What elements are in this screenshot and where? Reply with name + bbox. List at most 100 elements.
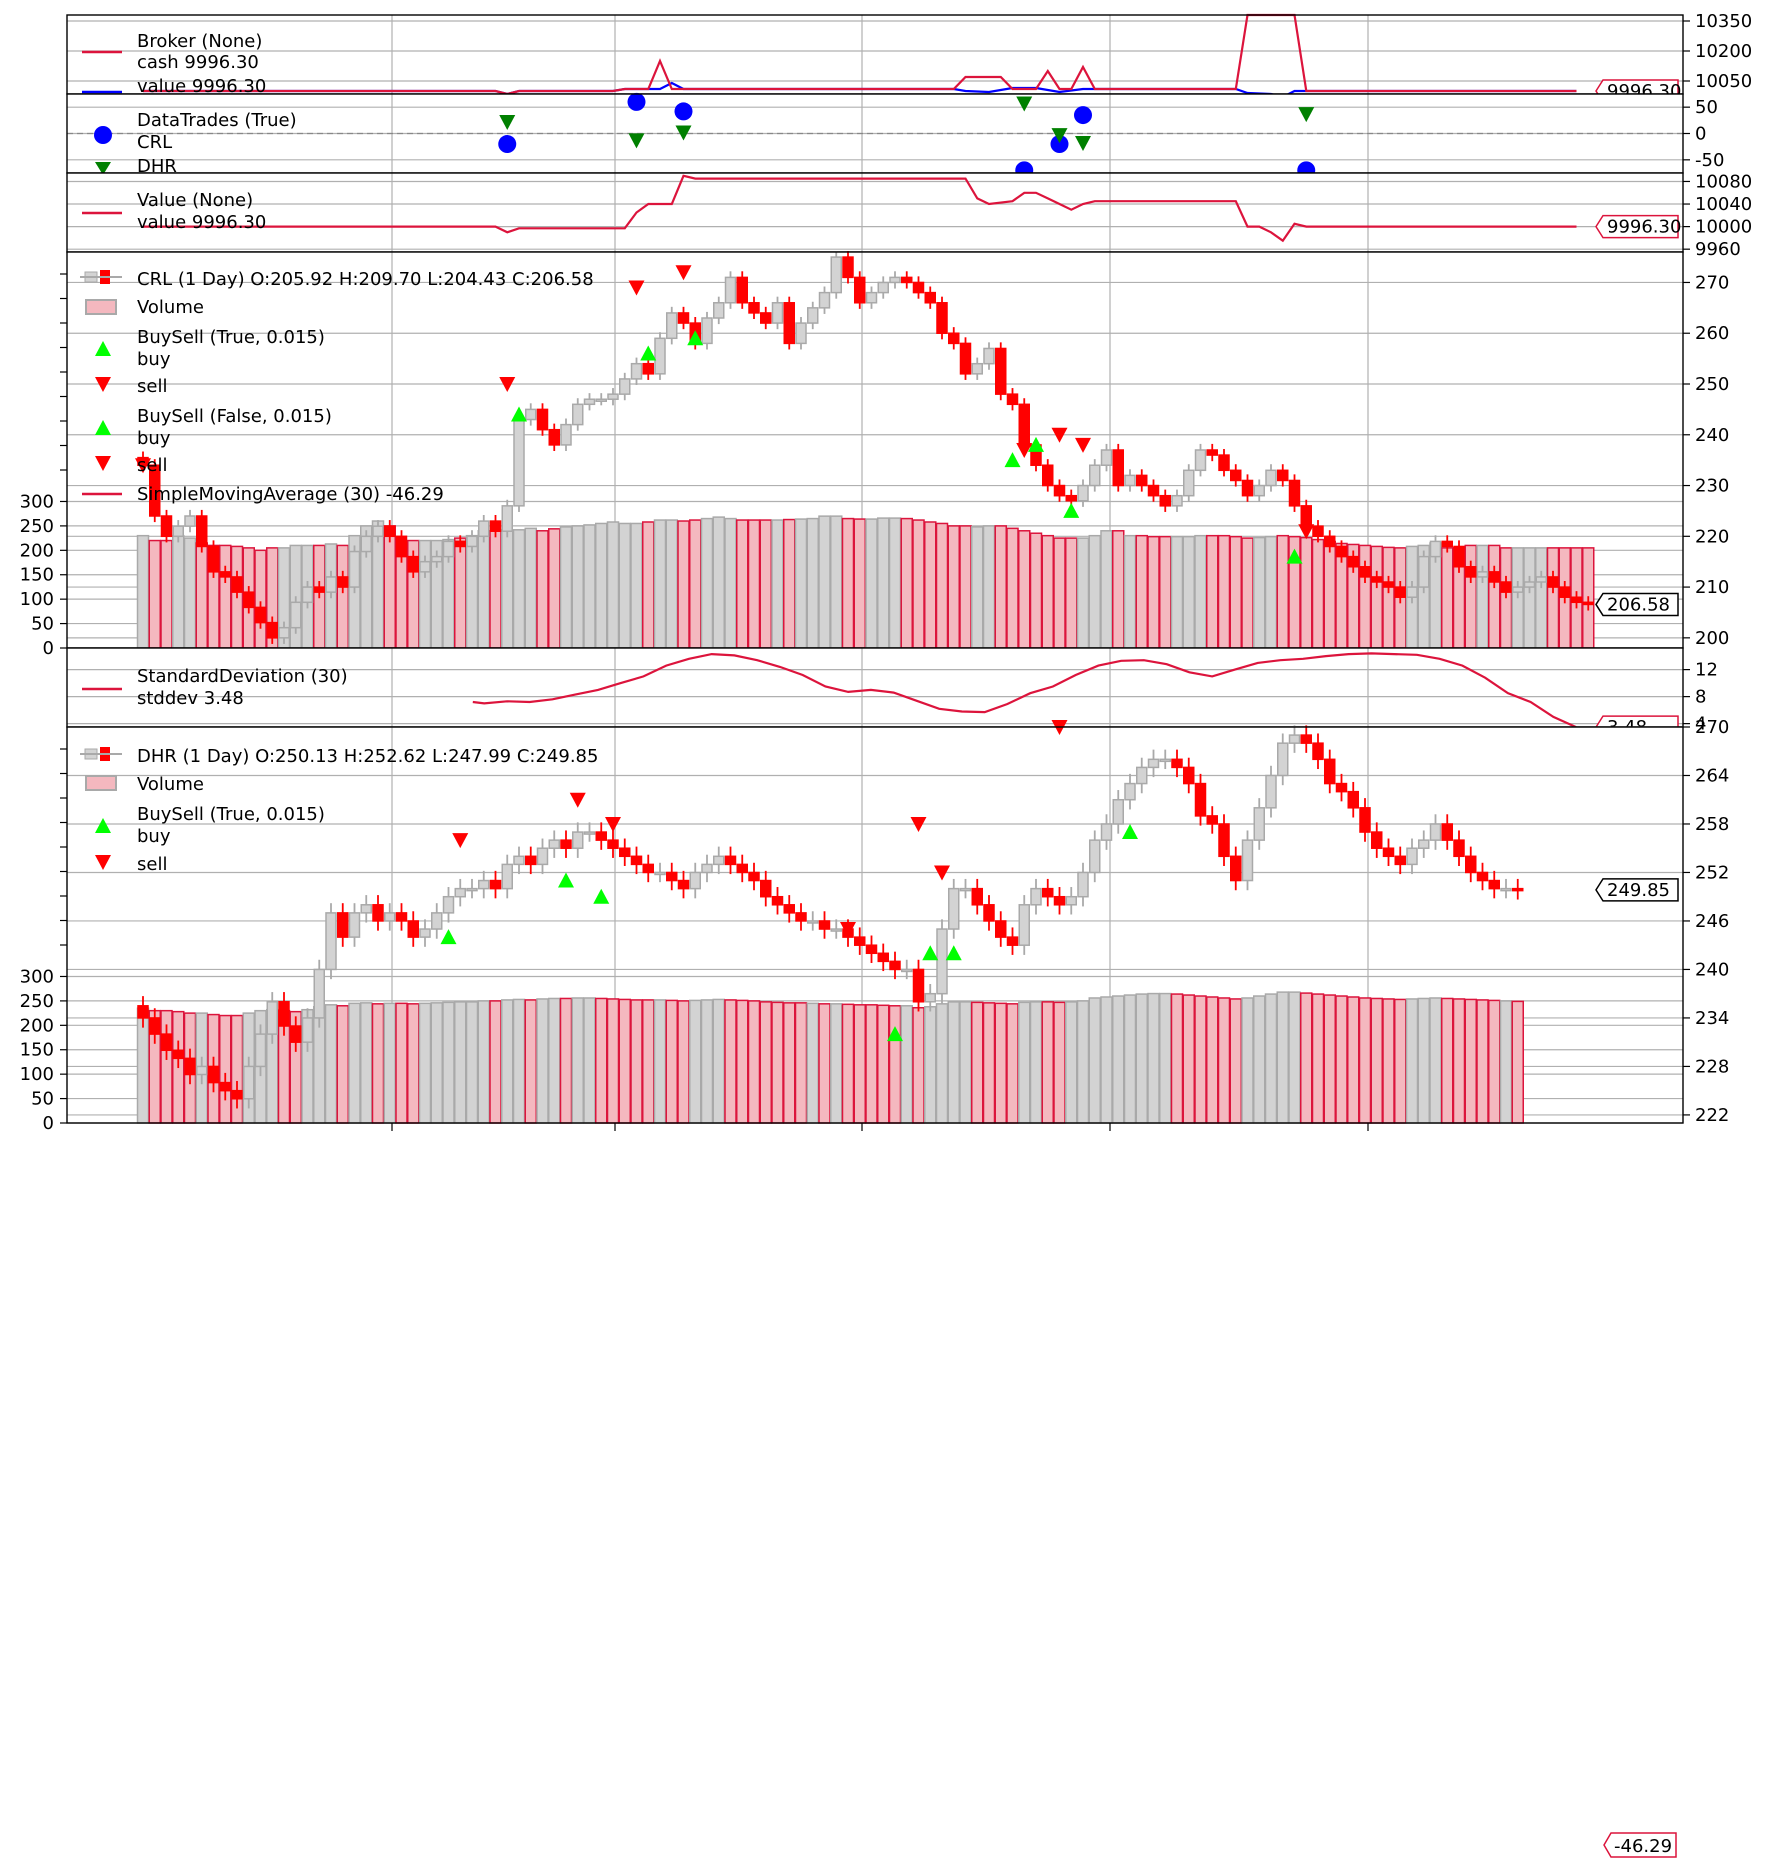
candle-body: [301, 1017, 314, 1043]
candle-body: [1006, 393, 1019, 406]
volume-bar: [1452, 998, 1466, 1124]
legend-label: sell: [137, 455, 167, 476]
volume-bar: [1053, 1001, 1066, 1124]
volume-bar: [336, 1005, 349, 1124]
candle-body: [348, 912, 361, 938]
volume-bar: [1100, 530, 1113, 649]
candle-body: [313, 586, 325, 593]
sell-marker: [1075, 437, 1091, 453]
volume-bar: [1264, 535, 1278, 649]
volume-bar: [924, 1006, 937, 1124]
volume-tick-label: 50: [31, 1089, 54, 1110]
volume-tick-label: 100: [20, 589, 54, 610]
value-last-value: 9996.30: [1607, 217, 1681, 238]
candle-body: [701, 317, 713, 345]
candle-body: [1335, 545, 1348, 558]
candle-body: [595, 398, 607, 402]
volume-bar: [783, 1002, 796, 1124]
candle-body: [301, 586, 314, 604]
candle-body: [1124, 474, 1136, 487]
candle-body: [149, 1017, 161, 1035]
volume-bar: [1088, 534, 1101, 649]
candle-body: [642, 362, 654, 375]
volume-bar: [1311, 993, 1325, 1124]
volume-bar: [606, 521, 620, 649]
volume-bar: [865, 1004, 878, 1124]
candle-body: [1100, 823, 1113, 841]
y-tick-label: 10200: [1695, 41, 1752, 62]
volume-bar: [559, 997, 573, 1124]
candle-body: [1206, 449, 1218, 456]
broker-panel-bg: [67, 15, 1683, 94]
volume-bar: [971, 1001, 984, 1124]
volume-bar: [1018, 530, 1031, 649]
volume-bar: [689, 999, 702, 1124]
candle-body: [419, 560, 431, 573]
candle-body: [818, 920, 831, 930]
candle-body: [1077, 484, 1089, 502]
candle-body: [1230, 855, 1242, 882]
candle-body: [1194, 449, 1207, 472]
volume-bar: [1112, 995, 1125, 1124]
volume-bar: [1370, 997, 1383, 1124]
dhr-trade-marker: [1298, 107, 1315, 123]
volume-bar: [1358, 997, 1372, 1124]
candle-body: [231, 1089, 243, 1100]
dhr-trade-marker: [628, 133, 645, 149]
candle-body: [971, 362, 983, 375]
legend-label: CRL (1 Day) O:205.92 H:209.70 L:204.43 C…: [137, 269, 594, 290]
y-tick-label: 12: [1695, 660, 1718, 681]
candle-body: [1300, 734, 1312, 744]
volume-bar: [512, 529, 526, 649]
candle-body: [983, 347, 995, 365]
volume-bar: [747, 1000, 761, 1124]
candle-body: [1441, 540, 1453, 548]
legend-dot-symbol: [94, 126, 112, 144]
candle-body: [243, 1065, 255, 1100]
legend-buy-symbol: [95, 818, 111, 833]
legend-buy-symbol: [95, 420, 111, 435]
volume-bar: [1076, 537, 1090, 649]
candle-body: [1042, 887, 1054, 898]
candle-body: [1347, 790, 1359, 809]
volume-bar: [724, 999, 737, 1124]
volume-bar: [642, 999, 655, 1124]
candle-body: [983, 904, 995, 922]
volume-bar: [794, 1002, 808, 1124]
candle-body: [1042, 464, 1054, 487]
volume-bar: [395, 1002, 408, 1124]
y-tick-label: 240: [1695, 959, 1729, 980]
volume-bar: [1535, 547, 1548, 649]
volume-bar: [630, 999, 643, 1124]
candle-body: [1112, 798, 1124, 825]
candle-body: [1418, 555, 1430, 588]
candle-body: [807, 920, 819, 924]
volume-bar: [571, 525, 584, 649]
candle-body: [431, 555, 443, 563]
y-tick-label: 222: [1695, 1105, 1729, 1126]
volume-bar: [501, 529, 514, 649]
candle-body: [1347, 555, 1359, 568]
candle-body: [360, 904, 372, 914]
candle-body: [572, 831, 584, 849]
candle-body: [254, 1033, 267, 1068]
candle-body: [736, 276, 748, 304]
candle-body: [184, 515, 196, 527]
volume-bar: [853, 1004, 866, 1124]
candle-body: [701, 863, 713, 874]
candle-body: [1512, 887, 1524, 892]
candle-body: [971, 887, 983, 906]
candle-body: [1382, 581, 1395, 588]
stddev-panel: StandardDeviation (30)stddev 3.483.48128…: [66, 647, 1718, 739]
volume-bar: [336, 544, 349, 649]
y-tick-label: 270: [1695, 272, 1729, 293]
candle-body: [1206, 815, 1218, 825]
legend-label: SimpleMovingAverage (30) -46.29: [137, 484, 444, 505]
volume-bar: [595, 522, 608, 649]
y-tick-label: 264: [1695, 765, 1729, 786]
candle-body: [1453, 839, 1465, 858]
datatrades-panel: DataTrades (True)CRL DHR 50 0 -50: [66, 92, 1724, 180]
candle-body: [219, 571, 231, 578]
candle-body: [1089, 464, 1101, 487]
